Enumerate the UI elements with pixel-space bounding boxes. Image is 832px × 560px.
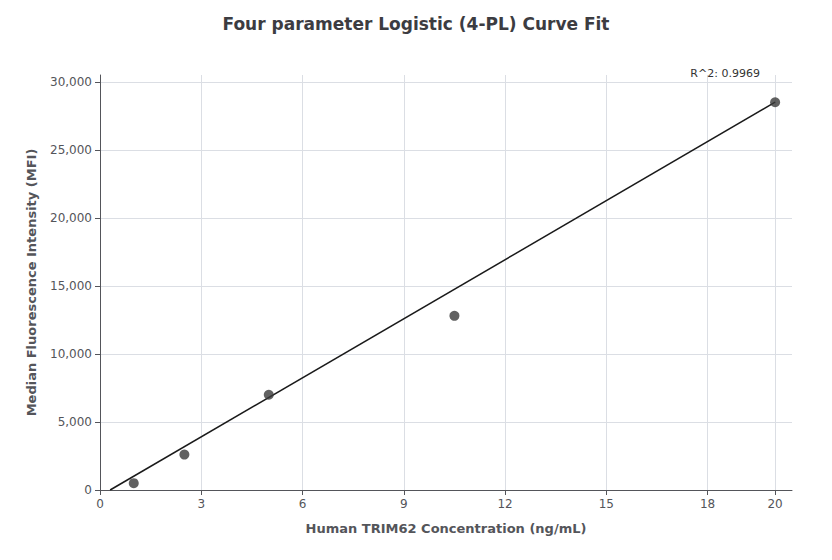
svg-text:15: 15 [599,497,614,511]
svg-text:0: 0 [84,483,92,497]
svg-text:Four parameter Logistic (4-PL): Four parameter Logistic (4-PL) Curve Fit [223,14,610,34]
svg-text:Human TRIM62 Concentration (ng: Human TRIM62 Concentration (ng/mL) [306,521,587,536]
svg-text:25,000: 25,000 [50,143,92,157]
svg-text:15,000: 15,000 [50,279,92,293]
svg-text:5,000: 5,000 [58,415,92,429]
svg-text:30,000: 30,000 [50,75,92,89]
svg-text:20: 20 [767,497,782,511]
svg-text:R^2: 0.9969: R^2: 0.9969 [690,67,760,80]
svg-text:6: 6 [299,497,307,511]
svg-text:20,000: 20,000 [50,211,92,225]
svg-text:10,000: 10,000 [50,347,92,361]
svg-text:18: 18 [700,497,715,511]
svg-text:12: 12 [497,497,512,511]
svg-text:9: 9 [400,497,408,511]
svg-text:Median Fluorescence Intensity: Median Fluorescence Intensity (MFI) [24,149,39,417]
svg-text:3: 3 [197,497,205,511]
svg-text:0: 0 [96,497,104,511]
